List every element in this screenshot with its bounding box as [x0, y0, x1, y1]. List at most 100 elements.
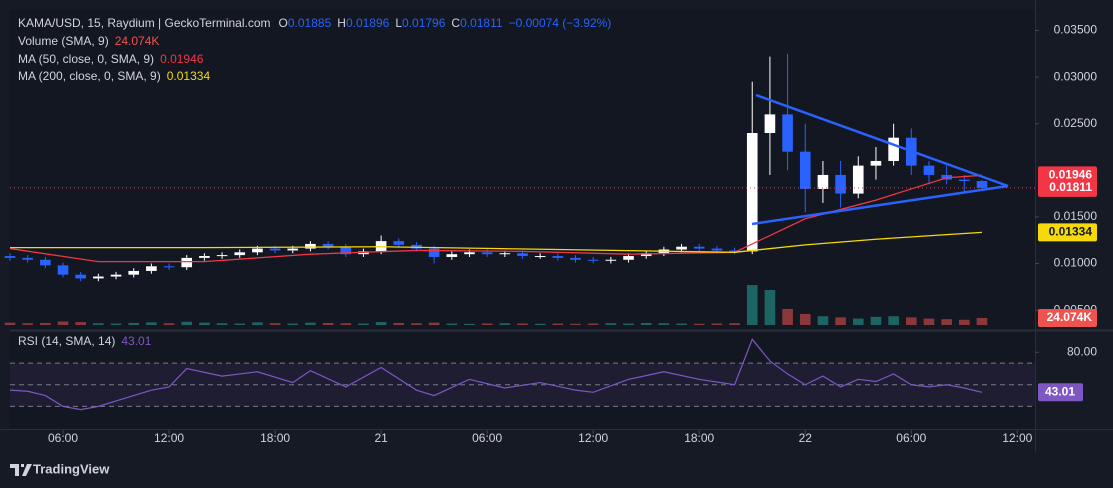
brand-logo: TradingView	[10, 461, 110, 476]
volume-tag: 24.074K	[1047, 310, 1093, 324]
candle-body	[605, 259, 617, 261]
y-tick-label: 0.02500	[1054, 116, 1098, 130]
candle-body	[817, 174, 829, 189]
volume-bar	[640, 322, 652, 325]
legend-value: 24.074K	[115, 34, 160, 48]
volume-bar	[269, 323, 281, 325]
volume-bar	[375, 322, 387, 325]
volume-bar	[216, 323, 228, 325]
x-tick-label: 06:00	[48, 431, 78, 445]
candle-body	[835, 174, 846, 194]
volume-bar	[852, 318, 864, 325]
trend-line	[751, 184, 1009, 226]
last-price-tag: 0.01811	[1049, 180, 1092, 194]
volume-bar	[428, 322, 440, 325]
legend-title: KAMA/USD, 15, Raydium | GeckoTerminal.co…	[18, 16, 611, 30]
volume-bar	[287, 323, 299, 325]
volume-bar	[75, 322, 86, 325]
candle-body	[976, 181, 988, 188]
volume-bar	[181, 321, 193, 325]
candle-body	[676, 246, 687, 250]
x-tick-label: 12:00	[1002, 431, 1032, 445]
candle-body	[481, 252, 493, 255]
candle-body	[640, 253, 652, 257]
x-tick-label: 12:00	[578, 431, 608, 445]
candle-body	[587, 259, 599, 261]
ohlc-letter: C	[451, 16, 460, 30]
logo-mark	[10, 464, 32, 476]
volume-bar	[746, 285, 758, 325]
rsi-legend: RSI (14, SMA, 14) 43.01	[18, 334, 152, 348]
x-tick-label: 06:00	[896, 431, 926, 445]
legend-name: Volume (SMA, 9)	[18, 34, 109, 48]
x-tick-label: 18:00	[684, 431, 714, 445]
volume-bar	[22, 323, 33, 325]
ohlc-value: 0.01896	[346, 16, 390, 30]
y-tick-label: 0.03500	[1054, 23, 1098, 37]
volume-bar	[570, 323, 581, 325]
candle-body	[128, 270, 140, 275]
volume-bar	[905, 317, 917, 325]
candle-body	[799, 151, 811, 189]
volume-bar	[676, 323, 687, 325]
ma-line	[10, 231, 983, 253]
candle-body	[305, 243, 316, 249]
candle-body	[340, 246, 352, 255]
candle-body	[93, 276, 104, 279]
volume-tag-bg	[1038, 309, 1097, 327]
legend-name: RSI (14, SMA, 14)	[18, 334, 115, 348]
legend-value: 0.01946	[160, 52, 204, 66]
legend-name: MA (200, close, 0, SMA, 9)	[18, 69, 161, 83]
candle-body	[782, 114, 793, 152]
volume-bar	[711, 323, 723, 325]
candle-body	[40, 259, 51, 266]
volume-bar	[340, 323, 352, 325]
ma200-tag-bg	[1038, 223, 1097, 242]
candle-body	[852, 165, 864, 194]
volume-bar	[411, 323, 422, 325]
x-tick-label: 12:00	[154, 431, 184, 445]
candle-body	[517, 253, 528, 257]
brand-name: TradingView	[33, 461, 110, 476]
rsi-tag-bg	[1038, 383, 1083, 402]
volume-bar	[464, 323, 475, 325]
candle-body	[764, 114, 776, 134]
candle-body	[110, 274, 122, 277]
candle-body	[322, 243, 334, 247]
trend-line	[755, 93, 1009, 188]
volume-bar	[93, 323, 104, 325]
volume-bar	[782, 308, 793, 325]
ohlc-letter: L	[395, 16, 402, 30]
candle-body	[146, 266, 157, 271]
candle-body	[534, 256, 546, 258]
candle-body	[4, 256, 16, 258]
candle-body	[888, 137, 899, 161]
volume-bar	[870, 316, 882, 325]
ohlc-value: 0.01885	[288, 16, 332, 30]
legend-value: 43.01	[121, 334, 151, 348]
y-tick-label: 0.01500	[1054, 209, 1098, 223]
volume-bar	[199, 322, 210, 325]
candle-body	[570, 257, 581, 260]
volume-bar	[764, 290, 776, 325]
candle-body	[729, 250, 740, 252]
last-price-tag-bg	[1038, 178, 1097, 197]
volume-bar	[817, 316, 829, 325]
candle-body	[428, 248, 440, 257]
volume-bar	[234, 323, 246, 325]
volume-bar	[587, 323, 599, 325]
volume-bar	[835, 317, 846, 325]
legend-row: Volume (SMA, 9) 24.074K	[18, 34, 159, 48]
volume-bar	[252, 322, 263, 325]
candle-body	[22, 257, 33, 260]
candle-body	[446, 254, 458, 257]
volume-bar	[605, 323, 617, 325]
ohlc-value: 0.01811	[460, 16, 503, 30]
candle-body	[75, 274, 86, 279]
candle-body	[287, 248, 299, 251]
x-tick-label: 18:00	[260, 431, 290, 445]
x-tick-label: 21	[374, 431, 388, 445]
candle-body	[499, 253, 511, 255]
